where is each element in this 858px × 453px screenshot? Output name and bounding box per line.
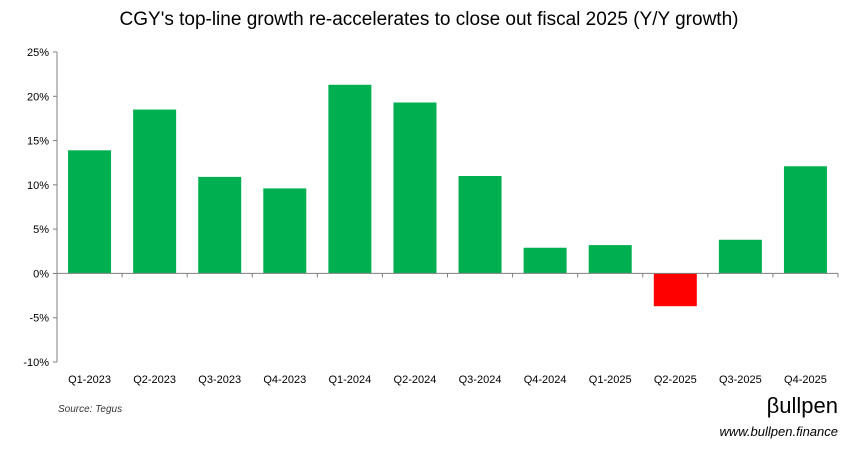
y-tick-label: 10% bbox=[27, 180, 49, 192]
y-tick-label: -10% bbox=[23, 357, 49, 369]
bar-q1-2025 bbox=[588, 245, 632, 274]
bars bbox=[68, 84, 827, 307]
x-tick-label: Q1-2024 bbox=[328, 374, 371, 386]
y-tick-label: 15% bbox=[27, 136, 49, 148]
y-tick-label: 5% bbox=[33, 224, 49, 236]
brand-url: www.bullpen.finance bbox=[719, 424, 838, 439]
bar-q3-2025 bbox=[718, 239, 762, 274]
bar-q4-2024 bbox=[523, 247, 567, 274]
bar-q3-2023 bbox=[198, 176, 242, 274]
x-tick-label: Q1-2023 bbox=[68, 374, 111, 386]
y-axis: -10% -5% 0% 5% 10% 15% 20% 25% bbox=[23, 47, 58, 369]
bar-q4-2025 bbox=[783, 166, 827, 274]
y-tick-label: 20% bbox=[27, 91, 49, 103]
bar-q2-2023 bbox=[133, 109, 177, 274]
x-tick-label: Q4-2024 bbox=[524, 374, 567, 386]
x-tick-label: Q3-2023 bbox=[198, 374, 241, 386]
chart-title: CGY's top-line growth re-accelerates to … bbox=[119, 9, 739, 30]
y-tick-label: -5% bbox=[29, 313, 49, 325]
brand-logo: βullpen bbox=[766, 393, 838, 418]
x-tick-label: Q2-2024 bbox=[394, 374, 437, 386]
bar-q2-2025 bbox=[653, 273, 697, 307]
bar-q2-2024 bbox=[393, 102, 437, 274]
x-tick-label: Q4-2025 bbox=[784, 374, 827, 386]
y-tick-label: 0% bbox=[33, 268, 49, 280]
x-tick-label: Q2-2025 bbox=[654, 374, 697, 386]
y-tick-label: 25% bbox=[27, 47, 49, 59]
x-tick-label: Q4-2023 bbox=[263, 374, 306, 386]
bar-q1-2024 bbox=[328, 84, 372, 274]
x-tick-label: Q3-2025 bbox=[719, 374, 762, 386]
x-tick-label: Q2-2023 bbox=[133, 374, 176, 386]
x-axis: Q1-2023 Q2-2023 Q3-2023 Q4-2023 Q1-2024 Q2-20… bbox=[56, 272, 839, 386]
x-tick-label: Q1-2025 bbox=[589, 374, 632, 386]
bar-q3-2024 bbox=[458, 176, 502, 274]
x-tick-label: Q3-2024 bbox=[459, 374, 502, 386]
source-note: Source: Tegus bbox=[58, 404, 123, 415]
bar-q4-2023 bbox=[263, 188, 307, 274]
bar-q1-2023 bbox=[68, 150, 112, 274]
